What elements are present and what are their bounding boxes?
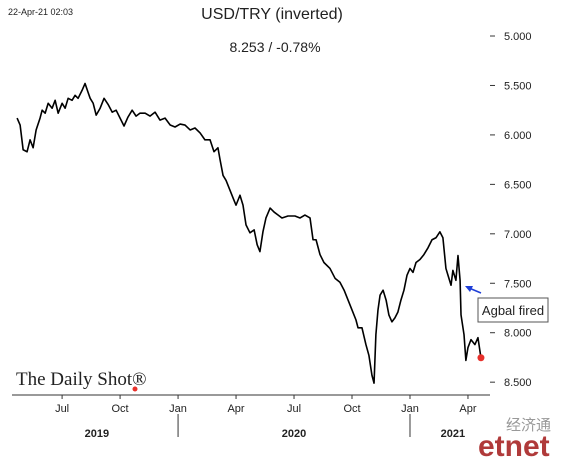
x-tick-label: Jan (401, 403, 419, 415)
y-tick-label: 5.000 (504, 31, 532, 43)
y-tick-label: 6.500 (504, 179, 532, 191)
x-tick-label: Jul (287, 403, 301, 415)
annotation-arrowhead (465, 286, 473, 292)
x-tick-label: Jan (169, 403, 187, 415)
y-tick-label: 6.000 (504, 130, 532, 142)
annotation: Agbal fired (482, 303, 544, 318)
x-tick-label: Jul (55, 403, 69, 415)
price-line (16, 82, 482, 384)
y-tick-label: 7.500 (504, 278, 532, 290)
watermark: 经济通 (506, 417, 551, 434)
y-tick-label: 8.500 (504, 377, 532, 389)
chart-title: USD/TRY (inverted) (201, 6, 343, 23)
source-logo: The Daily Shot® (16, 369, 147, 390)
year-label: 2020 (282, 428, 306, 440)
x-tick-label: Apr (459, 403, 476, 415)
logo-dot (132, 386, 138, 392)
x-tick-label: Apr (227, 403, 244, 415)
watermark-logo: etnet (478, 430, 550, 461)
annotation-box (477, 297, 549, 323)
x-tick-label: Oct (112, 403, 129, 415)
chart-subtitle: 8.253 / -0.78% (229, 39, 320, 55)
year-label: 2021 (441, 428, 465, 440)
x-tick-label: Oct (343, 403, 360, 415)
timestamp: 22-Apr-21 02:03 (8, 7, 73, 17)
y-tick-label: 7.000 (504, 229, 532, 241)
year-label: 2019 (85, 428, 109, 440)
y-tick-label: 8.000 (504, 328, 532, 340)
last-point (477, 354, 485, 362)
y-tick-label: 5.500 (504, 80, 532, 92)
